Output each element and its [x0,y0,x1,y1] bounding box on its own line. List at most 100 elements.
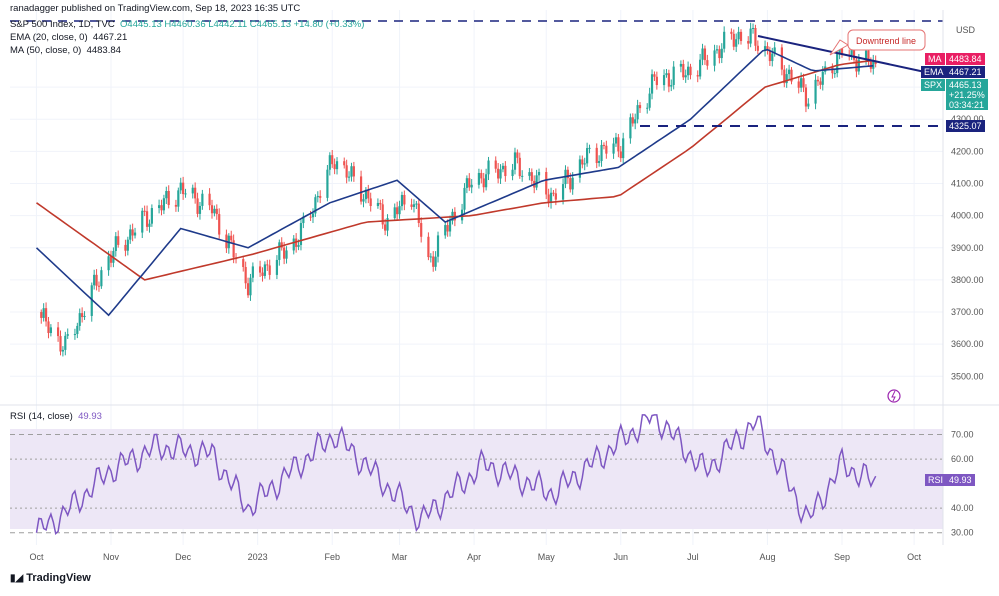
candle-body [145,211,149,227]
candle-body [182,182,185,195]
rsi-name-tag: RSI [925,474,947,486]
candle-body [804,87,808,107]
candle-body [393,207,396,219]
candle-body [665,73,668,76]
candle-body [537,172,541,176]
candle-body [754,27,757,46]
candle-body [814,79,817,104]
candle-body [244,267,247,284]
candle-body [133,232,137,236]
candle-body [177,190,180,207]
candle-body [129,229,132,240]
candle-body [689,66,692,76]
candle-body [636,105,639,120]
candle-body [468,178,471,188]
candle-body [518,157,521,177]
candle-body [554,193,557,200]
candle-body [773,47,776,54]
candle-body [328,155,331,170]
candle-body [93,274,96,286]
candle-body [381,204,384,225]
candle-body [359,176,363,202]
candle-body [249,277,252,296]
candle-body [684,75,687,78]
time-tick-label: Feb [324,552,340,562]
time-tick-label: Dec [175,552,192,562]
candle-body [386,218,389,231]
candle-body [600,144,603,162]
candle-body [160,205,163,211]
candle-body [547,194,550,203]
candle-body [191,187,194,194]
price-tick-label: 4100.00 [951,179,984,189]
candle-body [398,206,401,215]
candle-body [242,259,245,268]
ema-line [35,48,874,317]
published-line: ranadagger published on TradingView.com,… [10,3,301,14]
rsi-tick-label: 40.00 [951,503,974,513]
time-tick-label: Apr [467,552,481,562]
candle-body [605,145,608,154]
candle-body [213,208,216,214]
candle-body [109,256,113,263]
candle-body [650,74,654,94]
candle-body [670,84,673,87]
candle-body [376,202,380,207]
candle-body [701,48,704,60]
lightning-icon[interactable] [887,389,901,403]
spx-value-tag: 4465.13 +21.25% 03:34:21 [946,79,988,110]
candle-body [739,31,743,42]
candle-body [501,165,505,170]
candle-body [706,60,709,66]
candle-body [679,63,682,67]
candle-body [384,224,387,231]
candle-body [47,321,50,334]
candle-body [516,152,519,158]
candle-body [552,192,555,194]
candle-body [427,236,430,258]
time-tick-label: Mar [392,552,408,562]
rsi-value-tag: 49.93 [946,474,975,486]
annotation-pointer [829,39,849,56]
candle-body [124,244,127,251]
candle-body [126,239,129,251]
candle-body [362,199,365,202]
candle-body [261,272,264,276]
price-tick-label: 3600.00 [951,339,984,349]
candle-body [785,74,788,84]
candle-body [432,256,435,267]
candle-body [872,60,875,69]
candle-body [629,117,632,139]
candle-body [162,198,165,211]
candle-body [210,205,214,214]
currency-label[interactable]: USD [956,25,976,35]
candle-body [335,161,339,170]
candle-body [561,184,565,200]
candle-body [201,193,204,206]
time-tick-label: Aug [759,552,775,562]
candle-body [215,208,218,215]
candle-body [530,172,533,181]
candle-body [100,270,103,287]
candle-body [97,285,101,287]
candle-body [49,327,52,334]
candle-body [347,176,351,178]
candle-body [614,137,618,144]
symbol-line: S&P 500 Index, 1D, TVC O4445.13 H4460.36… [10,19,364,30]
candle-body [867,50,870,62]
candle-body [311,213,315,218]
candle-body [718,49,721,59]
candle-body [800,78,803,88]
candle-body [790,69,793,82]
candle-body [436,235,440,257]
tradingview-logo[interactable]: ▮◢ TradingView [10,572,91,584]
candle-body [513,152,517,170]
candle-body [807,103,810,107]
time-tick-label: May [538,552,556,562]
time-tick-label: Nov [103,552,120,562]
candle-body [369,198,372,207]
ema-name-tag: EMA [921,66,947,78]
candle-body [326,169,329,198]
candle-body [42,308,45,318]
